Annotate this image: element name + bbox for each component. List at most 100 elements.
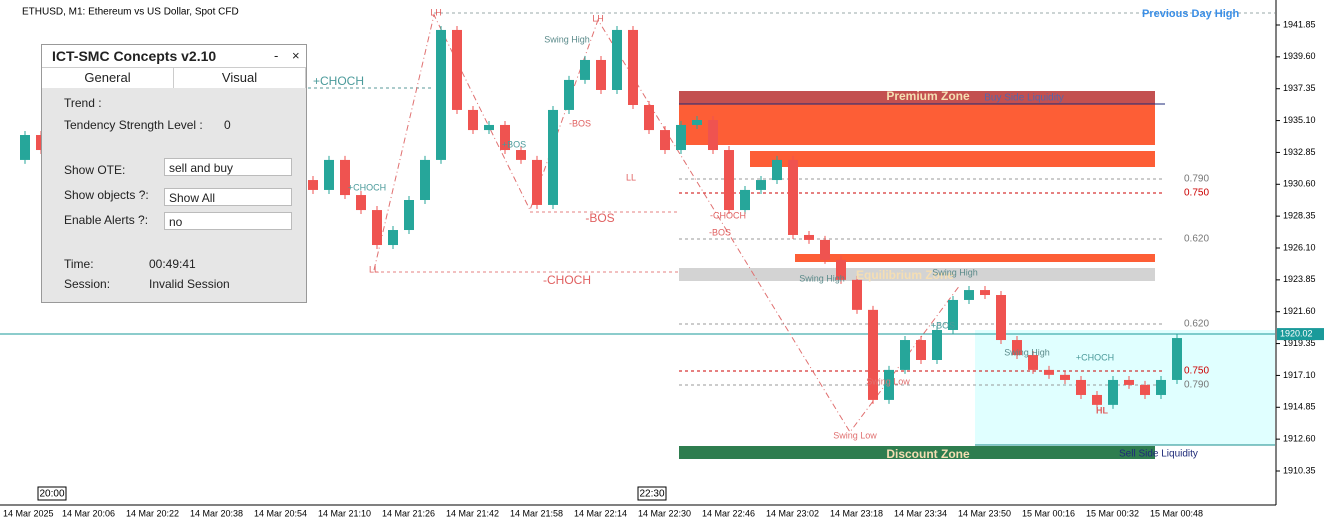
price-tick-label: 1937.35 [1283, 83, 1316, 93]
candle [660, 130, 670, 151]
time-label: 14 Mar 20:54 [254, 508, 307, 518]
time-label: 14 Mar 20:06 [62, 508, 115, 518]
ote-dropdown[interactable]: sell and buy [164, 158, 292, 176]
time-label: 14 Mar 21:10 [318, 508, 371, 518]
candle [676, 124, 686, 151]
candle [1092, 394, 1102, 405]
current-price-box [1277, 328, 1324, 341]
trend-label: Trend : [64, 96, 102, 110]
time-label: 14 Mar 22:46 [702, 508, 755, 518]
equilibrium-label: Equilibrium Zone [856, 268, 954, 282]
time-value: 00:49:41 [149, 257, 196, 271]
candle [884, 369, 894, 400]
tab[interactable]: General [42, 68, 174, 88]
time-marker: 20:00 [39, 489, 64, 500]
discount-zone [679, 446, 1155, 459]
labels: ETHUSD, M1: Ethereum vs US Dollar, Spot … [22, 7, 1239, 462]
price-tick-label: 1928.35 [1283, 211, 1316, 221]
candle [1044, 369, 1054, 375]
price-tick-label: 1919.35 [1283, 338, 1316, 348]
time-label: 14 Mar 23:50 [958, 508, 1011, 518]
candle [980, 290, 990, 296]
candle [692, 120, 702, 125]
candle [500, 124, 510, 151]
premium-zone [679, 91, 1155, 104]
bos-label: -BOS [709, 227, 731, 237]
premium-label: Premium Zone [886, 89, 970, 103]
price-tick-label: 1910.35 [1283, 465, 1316, 475]
candle [596, 59, 606, 90]
alerts-dropdown[interactable]: no [164, 212, 292, 230]
candle [852, 279, 862, 310]
supply-block [795, 254, 1155, 262]
session-label: Session: [64, 277, 111, 291]
indicator-panel: ICT-SMC Concepts v2.10 - × General Visua… [41, 44, 307, 303]
objects-label: Show objects ?: [64, 188, 149, 202]
range-box [975, 330, 1275, 445]
time-label: 14 Mar 22:30 [638, 508, 691, 518]
time-label: 15 Mar 00:32 [1086, 508, 1139, 518]
candle [996, 295, 1006, 341]
candle [740, 189, 750, 211]
fib-label: 0.750 [1184, 366, 1209, 377]
strength-value: 0 [224, 118, 231, 132]
candle [612, 29, 622, 90]
time-label: 15 Mar 00:48 [1150, 508, 1203, 518]
price-tick-label: 1923.85 [1283, 274, 1316, 284]
current-price: 1920.02 [1280, 328, 1313, 338]
window-title: ETHUSD, M1: Ethereum vs US Dollar, Spot … [22, 7, 239, 18]
candle [580, 59, 590, 80]
candle [388, 230, 398, 246]
bos-label: -BOS [569, 118, 591, 128]
time-label: 14 Mar 23:18 [830, 508, 883, 518]
time-label: 14 Mar 20:22 [126, 508, 179, 518]
strength-label: Tendency Strength Level : [64, 118, 203, 132]
swing-label: Swing High [932, 267, 978, 277]
candle [484, 124, 494, 131]
candle [1028, 355, 1038, 370]
candle [548, 109, 558, 205]
candle [964, 290, 974, 300]
price-tick-label: 1941.85 [1283, 19, 1316, 29]
price-tick-label: 1939.60 [1283, 51, 1316, 61]
candle [308, 180, 318, 190]
panel-title: ICT-SMC Concepts v2.10 - × [42, 45, 306, 67]
choch-label: +CHOCH [313, 74, 364, 88]
time-label: 14 Mar 21:42 [446, 508, 499, 518]
alerts-label: Enable Alerts ?: [64, 213, 149, 227]
price-tick-label: 1921.60 [1283, 306, 1316, 316]
swing-label: Swing High [799, 273, 845, 283]
panel-title-text: ICT-SMC Concepts v2.10 [52, 48, 217, 64]
time-label: 14 Mar 23:34 [894, 508, 947, 518]
close-button[interactable]: × [292, 48, 300, 63]
objects-input[interactable]: Show All [164, 188, 292, 206]
equilibrium-zone [679, 268, 1155, 281]
tabs: General Visual [42, 67, 306, 88]
choch-label: +CHOCH [1076, 352, 1114, 362]
candle [1172, 338, 1182, 380]
candle [836, 259, 846, 280]
choch-label: -CHOCH [710, 210, 746, 220]
sell-liquidity-label: Sell Side Liquidity [1119, 449, 1198, 460]
candle [356, 195, 366, 211]
supply-block [750, 151, 1155, 167]
time-label: 15 Mar 00:16 [1022, 508, 1075, 518]
choch-label: -CHOCH [543, 273, 591, 287]
bos-label: +BOS [502, 139, 526, 149]
candle [1140, 384, 1150, 395]
bos-label: +BOS [931, 320, 955, 330]
fib-label: 0.750 [1184, 188, 1209, 199]
minimize-button[interactable]: - [274, 48, 279, 63]
candle [948, 299, 958, 330]
candle [1108, 379, 1118, 405]
structure-label: LL [369, 264, 379, 274]
time-label: 14 Mar 20:38 [190, 508, 243, 518]
fib-label: 0.790 [1184, 380, 1209, 391]
time-label: Time: [64, 257, 94, 271]
swing-label: Swing High [544, 34, 590, 44]
candle [1076, 379, 1086, 395]
candle [1156, 379, 1166, 395]
time-label: 14 Mar 23:02 [766, 508, 819, 518]
tab[interactable]: Visual [174, 68, 306, 88]
zones [0, 12, 1275, 459]
